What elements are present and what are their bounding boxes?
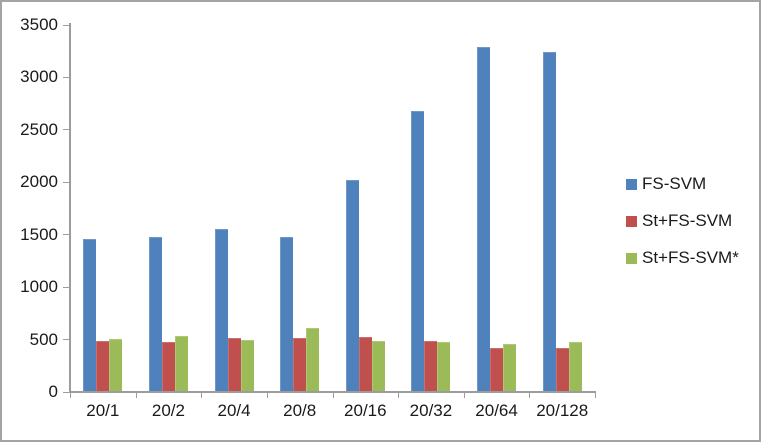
x-tick-mark (595, 393, 596, 398)
x-tick-label: 20/4 (217, 401, 251, 420)
x-tick-mark (266, 393, 268, 398)
legend-swatch-icon (626, 178, 637, 190)
y-tick-mark (63, 24, 69, 26)
y-tick-mark (63, 286, 69, 288)
bar-st-fs-svm-20/128 (555, 348, 569, 392)
y-tick-label: 1000 (20, 277, 58, 297)
y-tick-mark (63, 129, 69, 131)
x-tick-mark (332, 393, 334, 398)
y-tick-label: 2000 (20, 172, 58, 192)
y-tick-mark (63, 234, 69, 236)
bar-st-fs-svm--20/16 (371, 341, 385, 392)
bar-st-fs-svm--20/2 (174, 336, 188, 392)
x-axis-line (69, 391, 596, 393)
x-axis-labels: 20/1 20/2 20/4 20/8 20/16 20/32 20/64 20/128 (70, 401, 595, 421)
x-tick-mark (529, 393, 531, 398)
bar-group-20/2 (136, 25, 202, 392)
bar-group-20/1 (70, 25, 136, 392)
legend-swatch-icon (626, 215, 637, 227)
legend-item-st-fs-svm: St+FS-SVM (626, 211, 739, 230)
legend: FS-SVM St+FS-SVM St+FS-SVM* (626, 174, 739, 267)
legend-label: FS-SVM (642, 174, 707, 193)
bar-fs-svm-20/32 (411, 111, 425, 392)
bar-st-fs-svm-20/2 (161, 342, 175, 392)
bar-fs-svm-20/8 (280, 237, 294, 392)
x-tick-label: 20/1 (86, 401, 120, 420)
x-tick-label: 20/16 (344, 401, 387, 420)
legend-swatch-icon (626, 252, 637, 264)
y-tick-mark (63, 181, 69, 183)
bar-groups (70, 25, 595, 392)
x-tick-mark (201, 393, 203, 398)
x-tick-label: 20/32 (409, 401, 453, 420)
bar-group-20/128 (529, 25, 595, 392)
bar-group-20/32 (398, 25, 464, 392)
bar-group-20/8 (267, 25, 333, 392)
bar-fs-svm-20/4 (214, 229, 228, 392)
bar-st-fs-svm--20/1 (109, 339, 123, 392)
bar-fs-svm-20/2 (148, 237, 162, 392)
y-tick-mark (63, 339, 69, 341)
y-tick-label: 3500 (20, 15, 58, 34)
bar-st-fs-svm-20/64 (490, 348, 504, 392)
y-tick-mark (63, 391, 69, 393)
x-tick-label: 20/8 (283, 401, 317, 420)
x-tick-mark (463, 393, 465, 398)
bar-st-fs-svm--20/64 (503, 344, 517, 392)
legend-label: St+FS-SVM (642, 211, 733, 230)
y-tick-label: 500 (29, 329, 58, 349)
bar-group-20/16 (333, 25, 399, 392)
x-tick-label: 20/2 (151, 401, 185, 420)
legend-label: St+FS-SVM* (642, 248, 739, 267)
y-tick-label: 2500 (20, 119, 58, 139)
bar-st-fs-svm-20/16 (358, 337, 372, 392)
y-axis-line (69, 23, 71, 393)
bar-fs-svm-20/16 (345, 180, 359, 392)
bar-st-fs-svm--20/4 (240, 340, 254, 392)
x-tick-label: 20/128 (536, 401, 589, 420)
x-tick-mark (70, 393, 71, 398)
x-tick-label: 20/64 (475, 401, 518, 420)
bar-st-fs-svm--20/32 (437, 342, 451, 392)
legend-item-st-fs-svm-: St+FS-SVM* (626, 248, 739, 267)
bar-st-fs-svm-20/4 (227, 338, 241, 392)
y-tick-mark (63, 76, 69, 78)
bar-st-fs-svm--20/128 (568, 342, 582, 392)
bar-st-fs-svm-20/1 (96, 341, 110, 392)
y-tick-label: 0 (48, 382, 58, 401)
y-tick-label: 3000 (20, 67, 58, 87)
bar-st-fs-svm--20/8 (306, 328, 320, 392)
y-tick-label: 1500 (20, 224, 58, 244)
x-tick-mark (135, 393, 137, 398)
bar-group-20/4 (201, 25, 267, 392)
x-tick-mark (398, 393, 400, 398)
bar-st-fs-svm-20/8 (293, 338, 307, 392)
bar-fs-svm-20/64 (477, 47, 491, 392)
bar-fs-svm-20/128 (542, 52, 556, 392)
bar-group-20/64 (464, 25, 530, 392)
legend-item-fs-svm: FS-SVM (626, 174, 739, 193)
bar-fs-svm-20/1 (83, 239, 97, 392)
bar-st-fs-svm-20/32 (424, 341, 438, 392)
